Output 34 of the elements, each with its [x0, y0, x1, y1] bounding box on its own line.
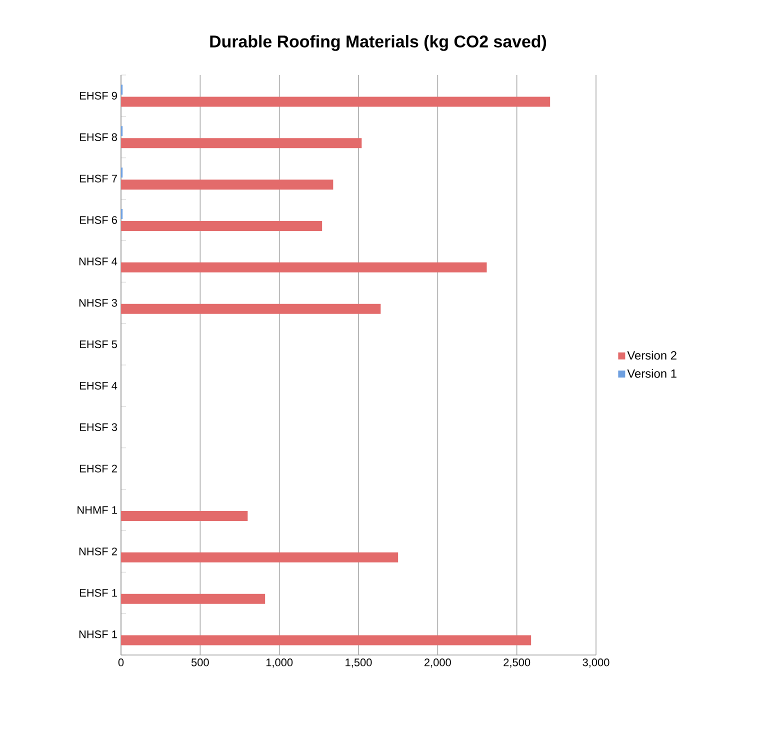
y-tick-label: NHSF 2	[79, 548, 117, 556]
x-tick-label: 500	[191, 658, 209, 666]
y-tick-label: EHSF 3	[80, 423, 117, 432]
y-tick-label: EHSF 2	[80, 464, 117, 472]
bar	[121, 594, 266, 604]
bar	[121, 180, 334, 190]
y-tick-label: NHSF 3	[79, 298, 117, 307]
bar	[121, 635, 532, 646]
y-tick-label: NHSF 1	[79, 630, 117, 638]
x-tick-label: 0	[118, 658, 124, 666]
x-tick-label: 3,000	[582, 658, 610, 668]
y-tick-label: EHSF 8	[80, 133, 117, 142]
bar	[121, 138, 362, 148]
bar	[121, 304, 381, 314]
bar	[121, 511, 248, 522]
y-tick-label: EHSF 5	[80, 340, 117, 348]
y-tick-label: EHSF 4	[80, 382, 118, 390]
y-tick-label: EHSF 1	[80, 588, 117, 597]
y-tick-label: EHSF 7	[80, 174, 117, 182]
bar	[121, 221, 322, 231]
x-tick-label: 2,500	[504, 658, 530, 668]
y-tick-label: EHSF 6	[80, 216, 117, 224]
y-tick-label: EHSF 9	[80, 92, 117, 100]
x-tick-label: 1,000	[266, 658, 293, 668]
y-tick-label: NHSF 4	[79, 258, 118, 266]
legend-label: Version 2	[627, 350, 676, 360]
bar	[121, 96, 550, 107]
chart-title: Durable Roofing Materials (kg CO2 saved)	[210, 35, 546, 51]
y-tick-label: NHMF 1	[78, 506, 117, 514]
bar	[121, 262, 487, 272]
x-tick-label: 1,500	[346, 658, 372, 668]
legend-label: Version 1	[627, 369, 676, 378]
bar	[121, 552, 398, 562]
x-tick-label: 2,000	[424, 658, 451, 668]
